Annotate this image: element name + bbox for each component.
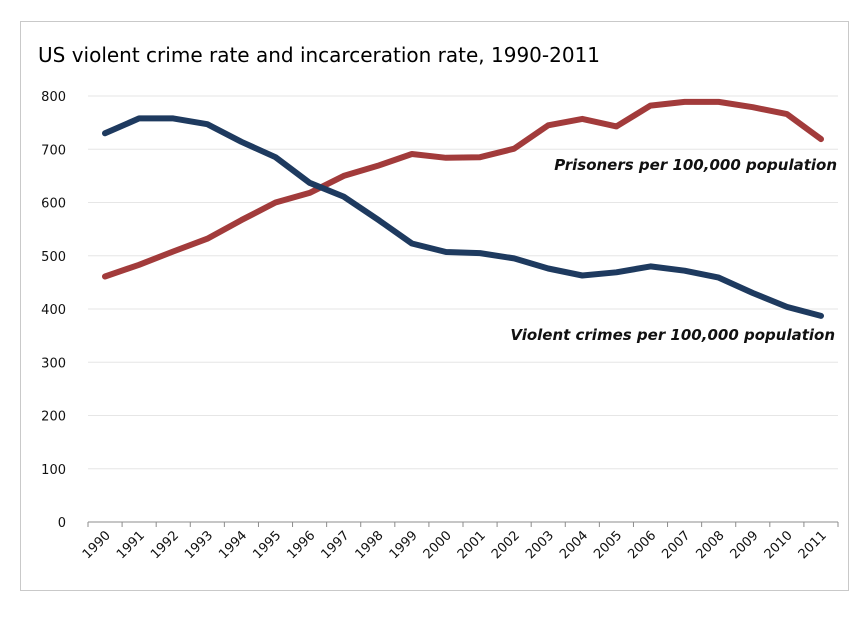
x-tick-label: 1996 xyxy=(284,528,318,562)
y-tick-label: 300 xyxy=(41,356,66,371)
series-label-1: Violent crimes per 100,000 population xyxy=(510,326,835,344)
x-tick-label: 2002 xyxy=(489,528,523,562)
x-tick-label: 2011 xyxy=(796,528,830,562)
x-tick-label: 2006 xyxy=(625,528,659,562)
series-lines xyxy=(102,98,824,319)
x-tick-label: 1993 xyxy=(182,528,216,562)
y-tick-label: 600 xyxy=(41,197,66,212)
y-tick-label: 400 xyxy=(41,303,66,318)
y-tick-label: 100 xyxy=(41,463,66,478)
x-tick-label: 1999 xyxy=(387,528,421,562)
gridlines xyxy=(88,95,838,470)
x-tick-label: 2007 xyxy=(659,528,693,562)
x-tick-label: 2003 xyxy=(523,528,557,562)
x-tick-label: 2010 xyxy=(762,528,796,562)
line-chart: US violent crime rate and incarceration … xyxy=(38,43,839,562)
chart-title: US violent crime rate and incarceration … xyxy=(38,43,600,67)
x-tick-label: 1997 xyxy=(319,528,353,562)
y-tick-label: 0 xyxy=(58,516,66,531)
x-tick-label: 2000 xyxy=(421,528,455,562)
x-tick-label: 1998 xyxy=(353,528,387,562)
x-tick-label: 1994 xyxy=(216,528,250,562)
y-tick-label: 200 xyxy=(41,410,66,425)
x-tick-label: 2008 xyxy=(694,528,728,562)
series-line-0 xyxy=(102,98,824,280)
series-line-1 xyxy=(102,115,824,319)
x-tick-label: 2009 xyxy=(728,528,762,562)
x-tick-label: 1992 xyxy=(148,528,182,562)
y-tick-label: 700 xyxy=(41,143,66,158)
y-tick-label: 500 xyxy=(41,250,66,265)
y-tick-label: 800 xyxy=(41,90,66,105)
x-tick-label: 1995 xyxy=(250,528,284,562)
x-tick-label: 2004 xyxy=(557,528,591,562)
x-tick-label: 1991 xyxy=(114,528,148,562)
x-tick-label: 2005 xyxy=(591,528,625,562)
series-label-0: Prisoners per 100,000 population xyxy=(554,156,837,174)
chart-frame: US violent crime rate and incarceration … xyxy=(20,21,849,591)
x-tick-label: 1990 xyxy=(80,528,114,562)
x-tick-label: 2001 xyxy=(455,528,489,562)
series-labels: Prisoners per 100,000 population Violent … xyxy=(510,156,837,344)
